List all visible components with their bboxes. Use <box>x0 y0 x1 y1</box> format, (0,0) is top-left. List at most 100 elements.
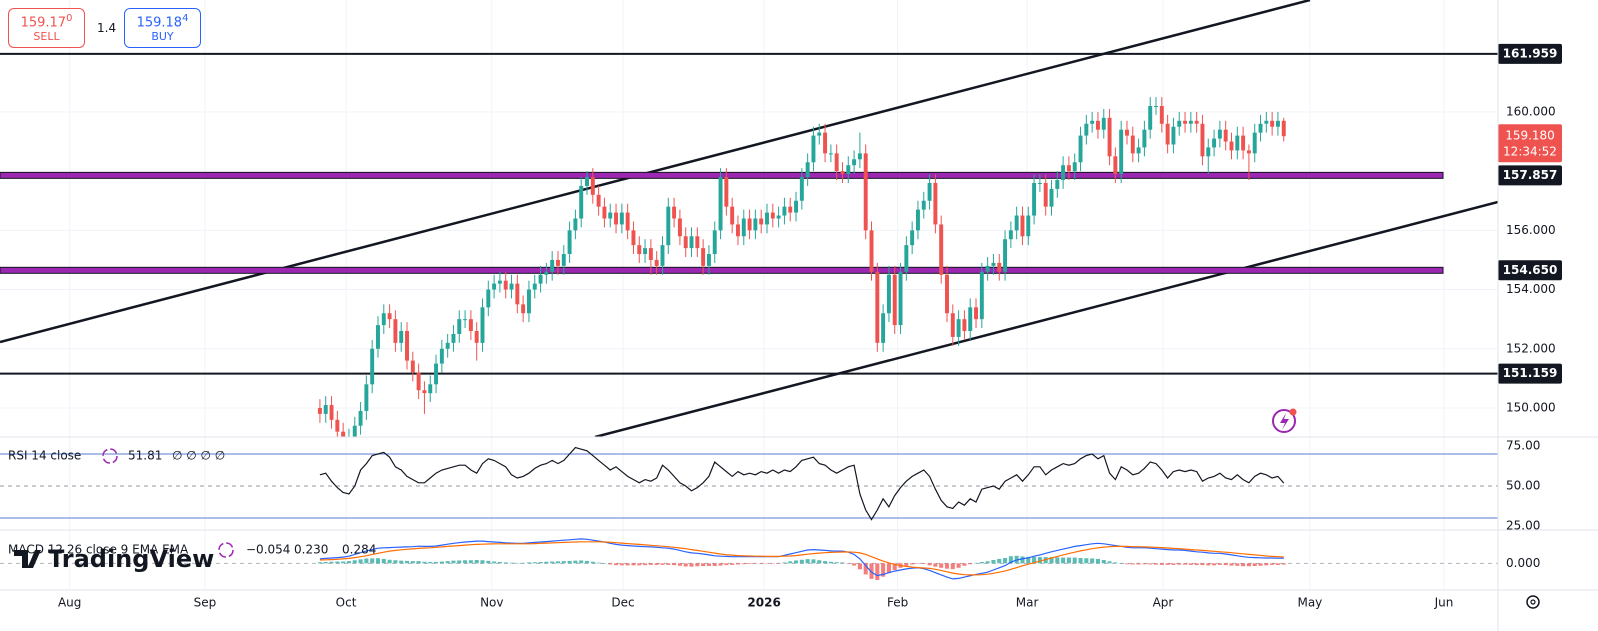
candle-body <box>1229 141 1234 151</box>
histogram-bar <box>1061 557 1066 564</box>
candle-body <box>1270 120 1275 127</box>
candle-body <box>492 283 497 290</box>
x-tick-label: Sep <box>194 596 217 610</box>
histogram-bar <box>631 563 636 566</box>
candle-body <box>852 159 857 166</box>
histogram-bar <box>1136 563 1141 565</box>
candle-body <box>556 259 560 266</box>
histogram-bar <box>1037 557 1042 564</box>
candle-body <box>933 182 938 225</box>
histogram-bar <box>1270 563 1275 565</box>
candle-body <box>451 333 456 343</box>
histogram-bar <box>840 562 845 564</box>
histogram-bar <box>492 561 497 564</box>
candle-body <box>526 289 531 314</box>
buy-button[interactable]: 159.184 BUY <box>124 8 201 48</box>
histogram-bar <box>579 560 584 564</box>
candle-body <box>765 212 769 225</box>
sell-button[interactable]: 159.170 SELL <box>8 8 85 48</box>
histogram-bar <box>741 563 746 565</box>
histogram-bar <box>445 561 450 564</box>
histogram-bar <box>329 561 334 564</box>
histogram-bar <box>1043 557 1048 564</box>
candle-body <box>974 307 978 320</box>
histogram-bar <box>660 563 665 565</box>
histogram-bar <box>712 563 717 566</box>
candle-body <box>1188 120 1193 124</box>
candle-body <box>950 313 955 337</box>
histogram-bar <box>1171 563 1176 565</box>
candle-body <box>881 313 886 343</box>
candle-body <box>683 236 688 249</box>
indicator-icon[interactable] <box>102 448 118 464</box>
candle-body <box>666 206 671 246</box>
candle-body <box>648 248 653 260</box>
histogram-bar <box>387 559 392 564</box>
candle-body <box>968 307 973 332</box>
candle-body <box>660 245 665 266</box>
histogram-bar <box>1165 563 1170 565</box>
candle-body <box>741 218 746 237</box>
candle-body <box>1241 135 1246 151</box>
candle-body <box>1258 123 1263 133</box>
y-tick-label: 25.00 <box>1506 518 1540 532</box>
candle-body <box>689 236 694 249</box>
candle-body <box>1066 165 1071 172</box>
candle-body <box>497 280 502 284</box>
candle-body <box>416 372 421 391</box>
candle-body <box>387 313 392 320</box>
indicator-value: 51.81 <box>128 449 162 463</box>
histogram-bar <box>538 562 543 564</box>
histogram-bar <box>915 563 920 564</box>
candle-body <box>811 135 816 163</box>
axes: Aug Sep Oct Nov Dec 2026 Feb Mar Apr May Jun 150.00… <box>58 43 1562 610</box>
trend-line <box>594 200 1498 437</box>
candle-body <box>1171 126 1176 145</box>
candle-body <box>422 390 427 394</box>
candle-body <box>1003 239 1008 272</box>
histogram-bar <box>1130 563 1135 565</box>
candle-body <box>759 218 764 225</box>
candle-body <box>1020 215 1025 237</box>
histogram-bar <box>788 561 793 564</box>
candle-body <box>898 271 903 326</box>
candle-body <box>1119 129 1124 175</box>
candle-body <box>561 254 566 266</box>
histogram-bar <box>596 562 601 564</box>
candle-body <box>439 348 444 364</box>
candle-body <box>1154 105 1158 107</box>
histogram-bar <box>689 563 694 567</box>
price-pane <box>0 0 1498 437</box>
candle-body <box>323 405 328 414</box>
candle-body <box>590 177 595 195</box>
histogram-bar <box>869 563 874 579</box>
sell-price: 159.17 <box>20 15 67 31</box>
grid <box>0 0 1498 590</box>
candle-body <box>1183 120 1188 124</box>
candle-body <box>1264 120 1269 124</box>
histogram-bar <box>614 563 619 566</box>
histogram-bar <box>555 561 561 564</box>
level-label-box <box>1498 363 1562 384</box>
histogram-bar <box>706 563 711 566</box>
trend-line <box>0 0 1311 344</box>
candle-body <box>915 209 920 231</box>
candle-body <box>735 224 740 237</box>
candle-body <box>654 259 659 266</box>
indicator-icon[interactable] <box>218 542 234 558</box>
candle-body <box>1130 135 1135 154</box>
y-tick-label: 152.000 <box>1506 341 1556 355</box>
candle-body <box>538 274 543 284</box>
candle-body <box>358 410 363 426</box>
settings-icon[interactable] <box>1526 595 1540 609</box>
histogram-bar <box>921 563 926 564</box>
level-label: 151.159 <box>1503 366 1558 380</box>
histogram-bar <box>625 563 630 566</box>
level-label: 161.959 <box>1503 46 1558 60</box>
histogram-bar <box>828 561 833 564</box>
candle-body <box>468 319 473 332</box>
candle-body <box>567 230 572 255</box>
histogram-bar <box>857 563 862 570</box>
alert-icon[interactable] <box>1272 408 1297 433</box>
